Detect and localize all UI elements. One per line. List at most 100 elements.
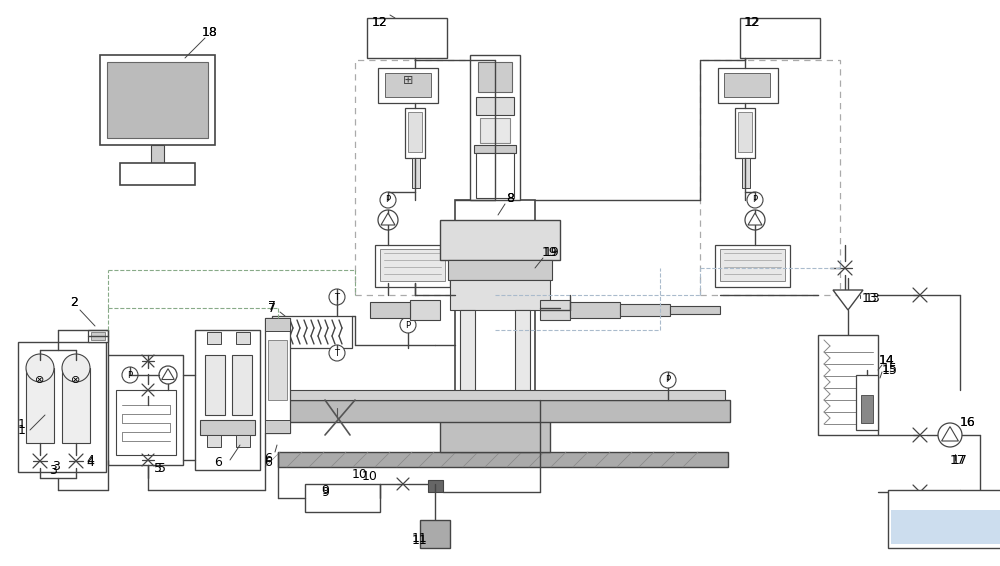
Bar <box>888 490 1000 548</box>
Text: P: P <box>385 195 391 204</box>
Text: 18: 18 <box>202 25 218 38</box>
Text: 4: 4 <box>86 453 94 466</box>
Text: 14: 14 <box>879 354 895 367</box>
Text: 10: 10 <box>362 470 378 482</box>
Text: 7: 7 <box>268 302 276 315</box>
Text: 6: 6 <box>264 456 272 469</box>
Text: 16: 16 <box>960 415 976 428</box>
Bar <box>700 60 840 295</box>
Text: 14: 14 <box>879 354 895 367</box>
Bar <box>735 108 755 158</box>
Text: P: P <box>752 195 758 204</box>
Text: 2: 2 <box>70 295 78 308</box>
Bar <box>724 73 770 97</box>
Bar <box>412 158 420 188</box>
Bar <box>420 520 450 548</box>
Bar <box>856 375 878 430</box>
Bar <box>570 302 620 318</box>
Bar <box>116 390 176 455</box>
Bar <box>474 145 516 153</box>
Circle shape <box>159 366 177 384</box>
Text: 18: 18 <box>202 25 218 38</box>
Bar <box>151 145 164 163</box>
Text: 5: 5 <box>154 461 162 474</box>
Bar <box>470 55 520 200</box>
Bar <box>715 245 790 287</box>
Circle shape <box>747 192 763 208</box>
Circle shape <box>938 423 962 447</box>
Bar <box>718 68 778 103</box>
Bar <box>62 368 90 443</box>
Polygon shape <box>942 427 958 441</box>
Bar <box>428 480 443 492</box>
Bar <box>408 112 422 152</box>
Polygon shape <box>381 213 395 225</box>
Text: 8: 8 <box>506 191 514 204</box>
Bar <box>670 306 720 314</box>
Circle shape <box>329 345 345 361</box>
Bar <box>620 304 670 316</box>
Bar <box>91 332 105 340</box>
Bar <box>410 300 440 320</box>
Bar <box>740 18 820 58</box>
Text: 11: 11 <box>412 531 428 544</box>
Text: P: P <box>127 371 133 379</box>
Text: P: P <box>405 320 411 329</box>
Bar <box>207 332 221 344</box>
Bar <box>861 395 873 423</box>
Bar <box>370 302 410 318</box>
Text: 19: 19 <box>544 246 560 259</box>
Polygon shape <box>748 213 762 225</box>
Bar <box>355 60 495 295</box>
Bar <box>450 280 550 310</box>
Bar <box>440 420 550 452</box>
Bar <box>385 73 431 97</box>
Bar <box>265 420 290 433</box>
Bar <box>268 340 287 400</box>
Text: 11: 11 <box>412 534 428 547</box>
Polygon shape <box>833 290 863 310</box>
Bar <box>278 452 728 467</box>
Text: 12: 12 <box>745 15 761 28</box>
Circle shape <box>122 367 138 383</box>
Bar <box>720 249 785 281</box>
Bar <box>375 245 450 287</box>
Bar <box>272 316 352 348</box>
Circle shape <box>660 372 676 388</box>
Bar <box>818 335 878 435</box>
Circle shape <box>26 354 54 382</box>
Bar <box>476 153 514 198</box>
Text: 6: 6 <box>264 452 272 465</box>
Circle shape <box>378 210 398 230</box>
Text: 19: 19 <box>542 246 558 259</box>
Bar <box>380 249 445 281</box>
Bar <box>448 260 552 280</box>
Bar <box>232 355 252 415</box>
Text: 15: 15 <box>882 363 898 376</box>
Text: 16: 16 <box>960 415 976 428</box>
Bar <box>88 330 108 342</box>
Text: ⊗: ⊗ <box>35 375 45 385</box>
Bar <box>367 18 447 58</box>
Circle shape <box>745 210 765 230</box>
Text: 13: 13 <box>862 291 878 305</box>
Bar <box>738 112 752 152</box>
Bar <box>476 97 514 115</box>
Bar <box>455 200 535 452</box>
Text: 3: 3 <box>52 460 60 473</box>
Bar <box>891 510 1000 544</box>
Text: 13: 13 <box>865 291 881 305</box>
Text: 7: 7 <box>268 301 276 314</box>
Text: 9: 9 <box>321 483 329 496</box>
Bar <box>540 300 570 320</box>
Bar <box>285 390 725 400</box>
Bar <box>236 332 250 344</box>
Bar <box>26 368 54 443</box>
Bar <box>480 118 510 143</box>
Circle shape <box>62 354 90 382</box>
Bar <box>515 310 530 452</box>
Bar <box>305 484 380 512</box>
Text: 1: 1 <box>18 418 26 431</box>
Bar <box>107 62 208 138</box>
Text: 17: 17 <box>950 453 966 466</box>
